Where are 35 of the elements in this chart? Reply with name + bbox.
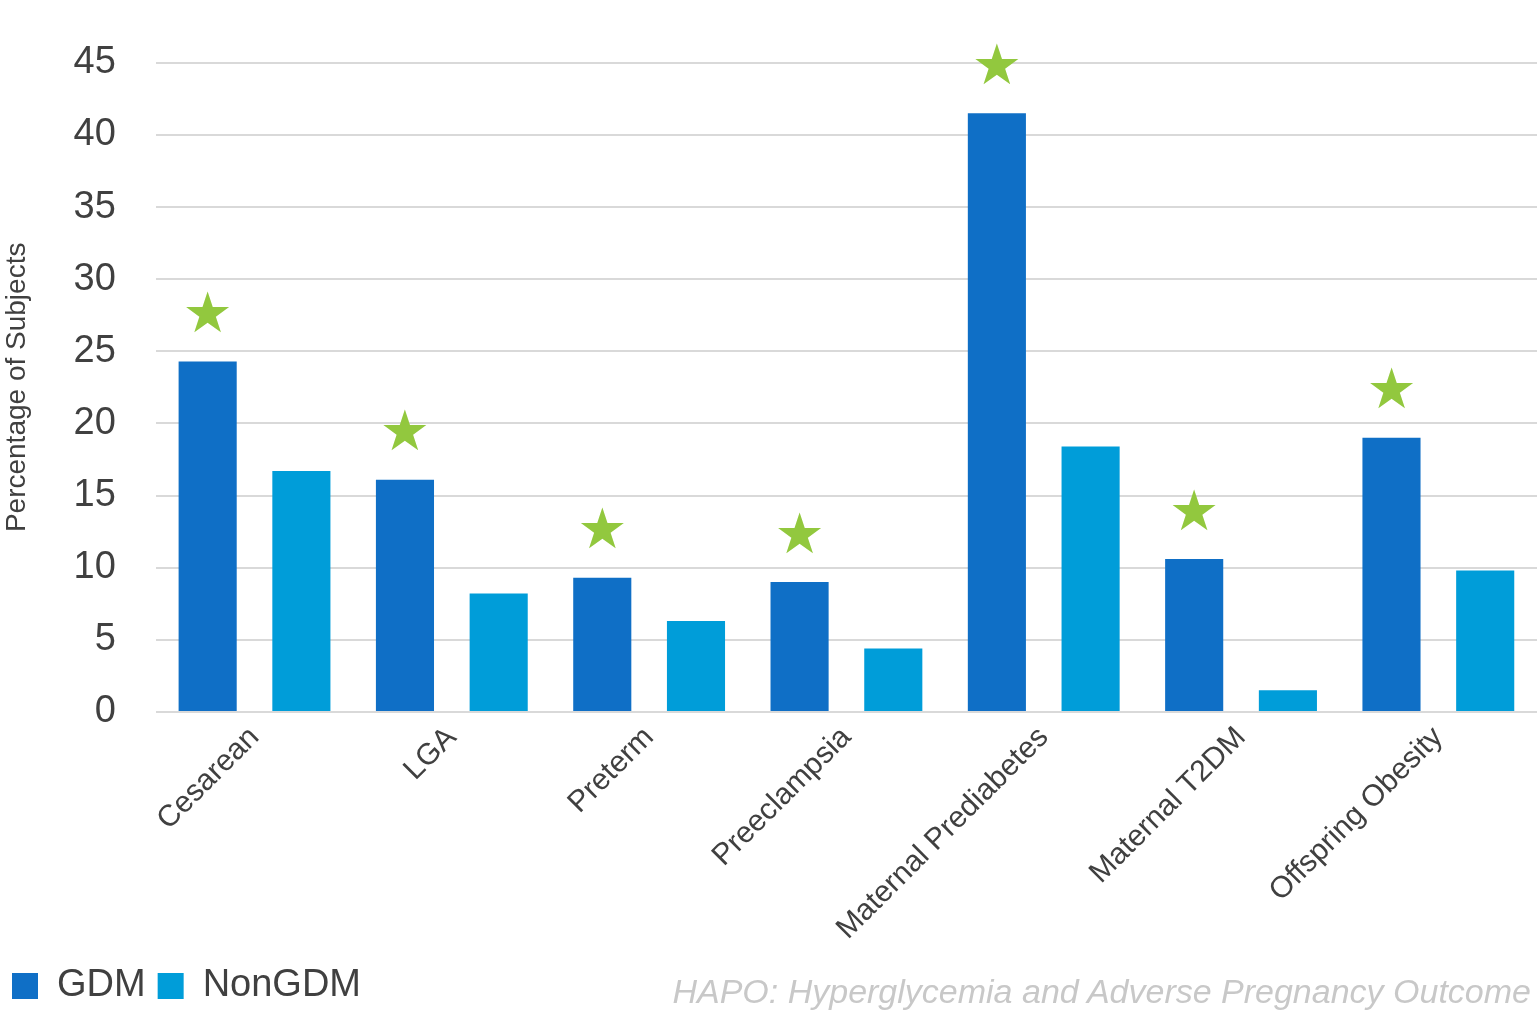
bar <box>178 361 237 711</box>
annotation: ★ <box>1169 477 1220 543</box>
y-tick-label: 15 <box>73 472 116 515</box>
y-tick-label: 40 <box>73 111 116 154</box>
annotation: ★ <box>577 496 628 562</box>
legend-label: GDM <box>57 962 146 1005</box>
annotation: ★ <box>379 398 431 464</box>
bar <box>573 577 632 711</box>
y-tick-label: 0 <box>94 688 116 731</box>
bar <box>770 582 829 711</box>
legend-label: NonGDM <box>202 962 362 1005</box>
bar <box>967 113 1026 711</box>
y-tick-label: 35 <box>73 183 116 226</box>
y-tick-label: 5 <box>94 616 116 659</box>
y-tick-label: 30 <box>73 255 116 298</box>
annotation: ★ <box>1366 356 1417 422</box>
bar <box>1258 690 1317 711</box>
bar <box>1061 446 1120 711</box>
annotation: ★ <box>774 500 825 566</box>
bar <box>1362 437 1421 711</box>
annotation: ★ <box>971 31 1022 97</box>
bar <box>272 471 331 711</box>
y-tick-label: 10 <box>73 544 116 587</box>
y-tick-label: 20 <box>73 399 116 442</box>
bar <box>666 621 726 711</box>
y-tick-label: 25 <box>73 327 116 370</box>
y-tick-label: 45 <box>73 39 116 82</box>
bar <box>1456 570 1515 711</box>
bar <box>375 479 435 711</box>
y-axis-title: Percentage of Subjects <box>0 242 31 533</box>
bar <box>864 648 923 711</box>
x-tick-label: LGA <box>396 719 462 786</box>
bar <box>1165 559 1224 711</box>
annotation: ★ <box>182 279 233 345</box>
bar <box>469 593 528 711</box>
